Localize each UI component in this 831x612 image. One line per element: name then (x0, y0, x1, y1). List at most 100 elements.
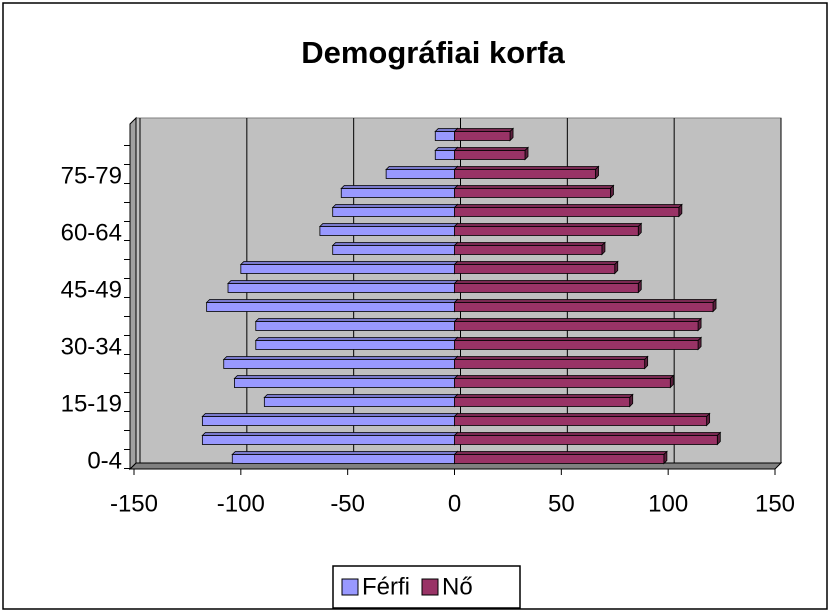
bar-top (231, 451, 459, 455)
bar-face (240, 264, 455, 274)
bar-top (340, 185, 459, 189)
legend-swatch (421, 578, 439, 596)
bar (453, 412, 711, 427)
bar (254, 336, 459, 351)
bar (453, 298, 718, 313)
bar-top (434, 128, 459, 132)
bar (453, 165, 600, 180)
bar (453, 450, 668, 465)
y-tick-label: 75-79 (61, 162, 122, 189)
bar-face (454, 416, 708, 426)
bar-top (453, 185, 615, 189)
bar-face (454, 340, 699, 350)
bar (453, 127, 515, 142)
bar-face (231, 454, 455, 464)
bar (201, 431, 459, 446)
bar-top (453, 451, 668, 455)
plot-side (129, 116, 137, 471)
bar-face (454, 207, 680, 217)
y-tick-label: 15-19 (61, 390, 122, 417)
y-tick-label: 60-64 (61, 219, 122, 246)
bar-top (254, 337, 459, 341)
bar (453, 184, 615, 199)
bar (340, 184, 459, 199)
bar-top (205, 299, 459, 303)
bar-face (201, 416, 455, 426)
bar-top (201, 413, 459, 417)
bar (453, 317, 703, 332)
bar-face (227, 283, 455, 293)
bar-face (454, 150, 526, 160)
bar (453, 203, 683, 218)
bar-face (206, 302, 455, 312)
bar-face (454, 435, 718, 445)
bar (453, 241, 606, 256)
bar (263, 393, 459, 408)
bar (331, 241, 459, 256)
bar (331, 203, 459, 218)
bar-top (239, 261, 459, 265)
bar-top (227, 280, 459, 284)
bar-top (453, 128, 515, 132)
y-tick-label: 0-4 (87, 447, 122, 474)
bar-top (453, 242, 606, 246)
y-tick-label: 45-49 (61, 276, 122, 303)
x-tick-label: 50 (548, 490, 575, 517)
bar-face (454, 226, 639, 236)
bar-face (454, 302, 714, 312)
bar-top (263, 394, 459, 398)
bar-top (453, 147, 529, 151)
bar (453, 431, 722, 446)
bar-face (454, 169, 596, 179)
bar-top (453, 356, 649, 360)
bar-face (319, 226, 455, 236)
bar-face (234, 378, 455, 388)
bar-top (453, 375, 675, 379)
bar (318, 222, 459, 237)
bar-face (332, 245, 455, 255)
legend-swatch (341, 578, 359, 596)
bar (239, 260, 459, 275)
bar-top (453, 280, 643, 284)
bar (205, 298, 459, 313)
bar (201, 412, 459, 427)
bar-top (453, 432, 722, 436)
bar-face (385, 169, 455, 179)
bar (254, 317, 459, 332)
bar-top (453, 394, 634, 398)
bar-face (255, 321, 455, 331)
bar-face (454, 321, 699, 331)
bar-top (385, 166, 459, 170)
legend-label: Férfi (362, 573, 410, 600)
bar-face (454, 264, 616, 274)
x-tick-label: -100 (217, 490, 265, 517)
x-tick-label: 100 (648, 490, 688, 517)
x-tick-label: 0 (448, 490, 461, 517)
bar (453, 279, 643, 294)
bar-top (453, 413, 711, 417)
bar (453, 336, 703, 351)
y-tick-label: 30-34 (61, 333, 122, 360)
bar-top (201, 432, 459, 436)
bar (385, 165, 459, 180)
bar-face (454, 454, 665, 464)
bar (453, 393, 634, 408)
bar-face (255, 340, 455, 350)
x-tick-label: 150 (755, 490, 795, 517)
bar-top (453, 261, 619, 265)
bar-top (453, 204, 683, 208)
x-tick-label: -50 (330, 490, 365, 517)
bar-top (233, 375, 459, 379)
bar-face (332, 207, 455, 217)
bar-face (201, 435, 455, 445)
bar-top (453, 299, 718, 303)
bar (222, 355, 459, 370)
bar (453, 355, 649, 370)
bar-top (453, 318, 703, 322)
bar-top (453, 166, 600, 170)
bar-face (454, 397, 631, 407)
bar (453, 374, 675, 389)
bar-face (454, 131, 511, 141)
